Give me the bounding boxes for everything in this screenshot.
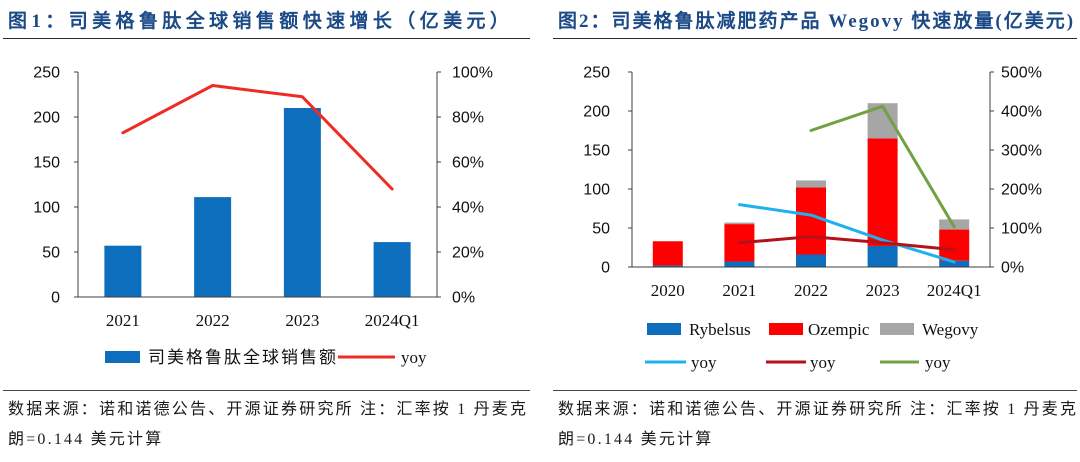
right-y-tick-label: 0% <box>452 290 475 307</box>
left-y-tick-label: 0 <box>601 260 610 277</box>
semaglutide-sales-bar-2022 <box>194 197 232 297</box>
legend-label-ozempic: Ozempic <box>808 320 870 339</box>
rybelsus-bar-2023 <box>867 245 898 267</box>
rybelsus-bar-2020 <box>652 265 683 267</box>
title-divider <box>3 38 530 39</box>
legend-swatch-rybelsus <box>647 323 681 335</box>
right-y-tick-label: 100% <box>452 65 493 82</box>
rybelsus-bar-2024q1 <box>939 260 970 267</box>
sales-yoy-line <box>121 84 394 191</box>
x-category-label: 2024Q1 <box>365 311 420 330</box>
left-y-tick-label: 200 <box>33 110 60 127</box>
left-y-tick-label: 150 <box>583 143 610 160</box>
source-line: 数据来源：诺和诺德公告、开源证券研究所 注：汇率按 1 丹麦克 <box>8 401 529 418</box>
semaglutide-sales-bar-2024q1 <box>373 242 411 297</box>
left-y-tick-label: 50 <box>592 221 610 238</box>
left-y-tick-label: 250 <box>583 65 610 82</box>
x-category-label: 2020 <box>651 281 685 300</box>
left-y-tick-label: 100 <box>33 200 60 217</box>
x-category-label: 2023 <box>285 311 319 330</box>
legend-label-ozempic-yoy: yoy <box>810 353 836 372</box>
x-category-label: 2024Q1 <box>927 281 982 300</box>
source-note: 数据来源：诺和诺德公告、开源证券研究所 注：汇率按 1 丹麦克 朗=0.144 … <box>8 395 535 455</box>
left-y-tick-label: 100 <box>583 182 610 199</box>
right-y-tick-label: 40% <box>452 200 484 217</box>
source-divider <box>3 390 530 391</box>
ozempic-yoy-line <box>737 235 956 252</box>
legend-label-sales-yoy: yoy <box>401 348 427 367</box>
legend-label-rybelsus-yoy: yoy <box>691 353 717 372</box>
right-y-tick-label: 400% <box>1001 104 1042 121</box>
chart-panel-sales: 0 50 100 150 200 250 0% 20% 40% 60% 80% 100% 2021 202… <box>3 11 535 455</box>
legend-swatch-wegovy <box>880 323 914 335</box>
x-category-label: 2023 <box>866 281 900 300</box>
right-y-tick-label: 500% <box>1001 65 1042 82</box>
left-y-tick-label: 150 <box>33 155 60 172</box>
right-y-tick-label: 100% <box>1001 221 1042 238</box>
left-y-tick-label: 50 <box>42 245 60 262</box>
legend-label-wegovy-yoy: yoy <box>925 353 951 372</box>
legend-swatch-semaglutide-sales <box>105 351 140 363</box>
ozempic-bar-2022 <box>796 187 826 255</box>
right-y-tick-label: 300% <box>1001 143 1042 160</box>
source-divider <box>553 390 1077 391</box>
left-y-tick-label: 200 <box>583 104 610 121</box>
ozempic-bar-2023 <box>867 138 898 246</box>
semaglutide-sales-bar-2021 <box>104 245 142 297</box>
source-note: 数据来源：诺和诺德公告、开源证券研究所 注：汇率按 1 丹麦克 朗=0.144 … <box>558 395 1078 455</box>
chart-panel-products: 0 50 100 150 200 250 0% 100% 200% 300% 400% 500% 202… <box>540 0 1080 462</box>
x-category-label: 2021 <box>106 311 140 330</box>
left-y-tick-label: 250 <box>33 65 60 82</box>
x-category-label: 2022 <box>794 281 828 300</box>
sales-bar-line-chart: 0 50 100 150 200 250 0% 20% 40% 60% 80% 100% 2021 202… <box>33 65 493 368</box>
legend-label-wegovy: Wegovy <box>922 320 979 339</box>
right-y-tick-label: 0% <box>1001 260 1024 277</box>
source-line: 朗=0.144 美元计算 <box>8 431 164 448</box>
ozempic-bar-2020 <box>652 241 683 266</box>
legend-label-semaglutide-sales: 司美格鲁肽全球销售额 <box>148 348 338 367</box>
x-category-label: 2022 <box>196 311 230 330</box>
product-stacked-bar-chart: 0 50 100 150 200 250 0% 100% 200% 300% 400% 500% 202… <box>583 65 1042 373</box>
legend-swatch-ozempic <box>769 323 803 335</box>
title-divider <box>553 38 1077 39</box>
wegovy-bar-2022 <box>796 180 826 188</box>
left-y-tick-label: 0 <box>51 290 60 307</box>
semaglutide-sales-bar-2023 <box>283 108 321 297</box>
chart-title: 图1：司美格鲁肽全球销售额快速增长（亿美元） <box>8 11 514 32</box>
source-line: 数据来源：诺和诺德公告、开源证券研究所 注：汇率按 1 丹麦克 <box>558 401 1078 418</box>
right-y-tick-label: 80% <box>452 110 484 127</box>
chart-title: 图2：司美格鲁肽减肥药产品 Wegovy 快速放量(亿美元) <box>558 11 1076 32</box>
rybelsus-yoy-line <box>737 203 956 264</box>
legend-label-rybelsus: Rybelsus <box>689 320 751 339</box>
right-y-tick-label: 20% <box>452 245 484 262</box>
rybelsus-bar-2022 <box>796 254 826 267</box>
wegovy-bar-2021 <box>724 222 755 225</box>
right-y-tick-label: 200% <box>1001 182 1042 199</box>
ozempic-bar-2024q1 <box>939 229 970 261</box>
right-y-tick-label: 60% <box>452 155 484 172</box>
x-category-label: 2021 <box>722 281 756 300</box>
wegovy-yoy-line <box>809 104 956 229</box>
rybelsus-bar-2021 <box>724 261 755 267</box>
source-line: 朗=0.144 美元计算 <box>558 431 714 448</box>
